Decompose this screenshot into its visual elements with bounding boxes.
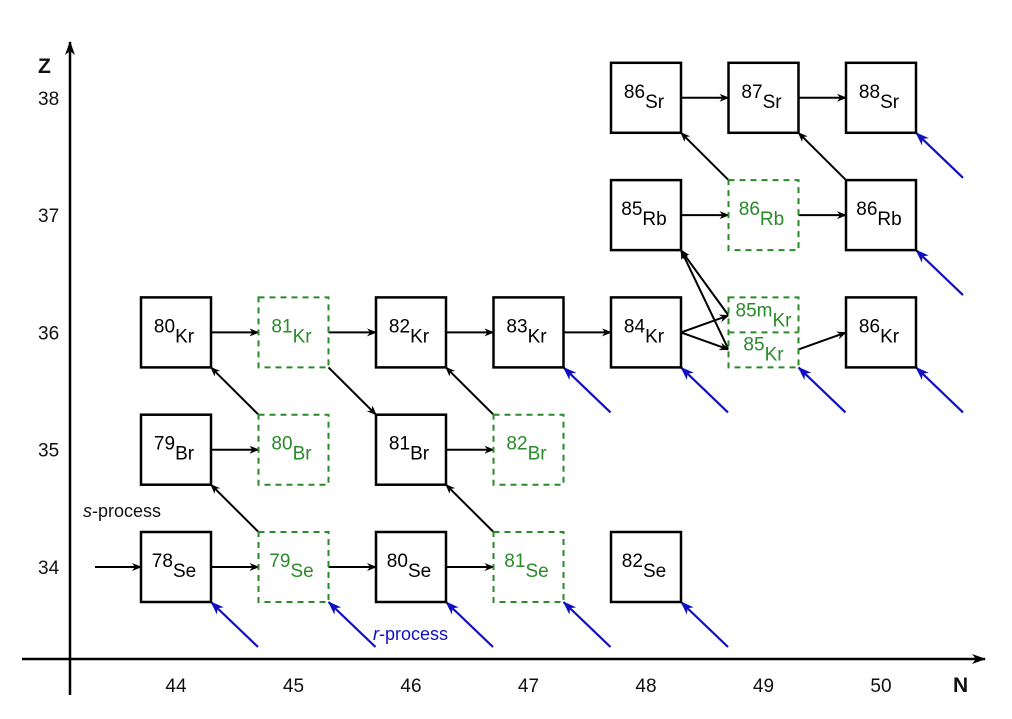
reaction-arrow xyxy=(680,249,730,316)
z-tick-label: 35 xyxy=(38,441,59,462)
nuclide-label-81Se: 81Se xyxy=(504,551,548,582)
nuclide-box xyxy=(609,530,683,604)
s-process-label: s-process xyxy=(83,501,161,521)
reaction-arrow xyxy=(327,366,377,416)
nuclide-box xyxy=(727,179,800,252)
nuclide-label-82Se: 82Se xyxy=(622,551,666,582)
reaction-arrow xyxy=(445,483,495,533)
r-process-arrow xyxy=(915,366,964,414)
nuclide-box xyxy=(257,531,330,603)
reaction-arrow xyxy=(445,366,495,416)
z-tick-label: 38 xyxy=(38,89,59,110)
nuclide-label-84Kr: 84Kr xyxy=(624,316,665,347)
nuclide-label-78Se: 78Se xyxy=(152,551,196,582)
nuclide-box xyxy=(257,296,330,369)
n-tick-label: 45 xyxy=(283,676,304,697)
reaction-arrow xyxy=(797,132,847,181)
r-process-arrow xyxy=(680,601,729,648)
r-process-arrow xyxy=(327,601,377,648)
nuclide-label-82Br: 82Br xyxy=(506,434,547,465)
nuclide-label-80Kr: 80Kr xyxy=(154,316,195,347)
nuclide-box xyxy=(844,178,918,252)
z-tick-label: 37 xyxy=(38,206,59,227)
nuclide-label-86Rb: 86Rb xyxy=(739,199,784,230)
z-tick-label: 36 xyxy=(38,323,59,344)
nuclide-label-81Kr: 81Kr xyxy=(271,316,312,347)
r-process-arrow xyxy=(915,132,964,179)
nuclide-box xyxy=(727,61,800,135)
nuclide-label-86Sr: 86Sr xyxy=(624,82,665,113)
n-tick-label: 47 xyxy=(518,676,539,697)
nuclide-label-88Sr: 88Sr xyxy=(859,82,900,113)
nuclide-box xyxy=(374,530,448,604)
nuclide-box xyxy=(609,178,683,252)
reaction-arrow xyxy=(210,483,260,533)
nuclide-label-79Br: 79Br xyxy=(154,434,195,465)
reaction-arrow xyxy=(680,249,730,350)
r-process-arrow xyxy=(445,601,494,648)
nuclide-box xyxy=(139,413,213,486)
nuclide-label-85Kr: 85Kr xyxy=(743,334,784,365)
n-tick-label: 44 xyxy=(165,676,187,697)
nuclide-label-81Br: 81Br xyxy=(389,434,430,465)
reaction-arrow xyxy=(680,314,730,334)
r-process-arrow xyxy=(210,601,259,648)
r-process-arrow xyxy=(562,366,612,414)
n-axis-label: N xyxy=(953,674,968,697)
nuclide-label-79Se: 79Se xyxy=(269,551,313,582)
z-tick-label: 34 xyxy=(38,558,60,579)
n-tick-label: 50 xyxy=(870,676,891,697)
r-process-arrow xyxy=(797,366,847,414)
r-process-arrow xyxy=(915,249,964,296)
nuclide-box xyxy=(139,530,213,604)
r-process-arrow xyxy=(680,366,729,414)
r-process-arrow xyxy=(562,601,612,648)
nuclide-label-85mKr: 85mKr xyxy=(736,300,793,331)
nuclide-box xyxy=(609,296,683,369)
reaction-arrow xyxy=(680,331,730,351)
z-axis-label: Z xyxy=(38,55,51,78)
nuclide-box xyxy=(609,61,683,135)
reaction-arrow xyxy=(210,366,260,416)
nuclide-box xyxy=(492,531,565,603)
nuclide-box xyxy=(492,413,565,486)
nuclide-label-87Sr: 87Sr xyxy=(741,82,782,113)
nuclide-box xyxy=(257,413,330,486)
nuclide-label-86Rb-50: 86Rb xyxy=(856,199,901,230)
nuclide-box xyxy=(374,413,448,486)
nuclide-box xyxy=(374,296,448,369)
reaction-arrow xyxy=(680,132,730,181)
nuclide-box xyxy=(844,61,918,135)
nuclide-label-82Kr: 82Kr xyxy=(389,316,430,347)
nuclide-label-83Kr: 83Kr xyxy=(506,316,547,347)
nuclide-label-86Kr: 86Kr xyxy=(859,316,900,347)
n-tick-label: 46 xyxy=(400,676,421,697)
nuclide-label-80Se: 80Se xyxy=(387,551,431,582)
nuclide-label-80Br: 80Br xyxy=(271,434,312,465)
n-tick-label: 48 xyxy=(635,676,656,697)
n-tick-label: 49 xyxy=(753,676,774,697)
nuclide-box xyxy=(844,296,918,369)
nuclide-box xyxy=(492,296,565,369)
nuclide-box xyxy=(139,296,213,369)
nuclide-label-85Rb: 85Rb xyxy=(621,199,666,230)
r-process-label: r-process xyxy=(373,624,448,644)
reaction-arrow xyxy=(798,331,847,351)
